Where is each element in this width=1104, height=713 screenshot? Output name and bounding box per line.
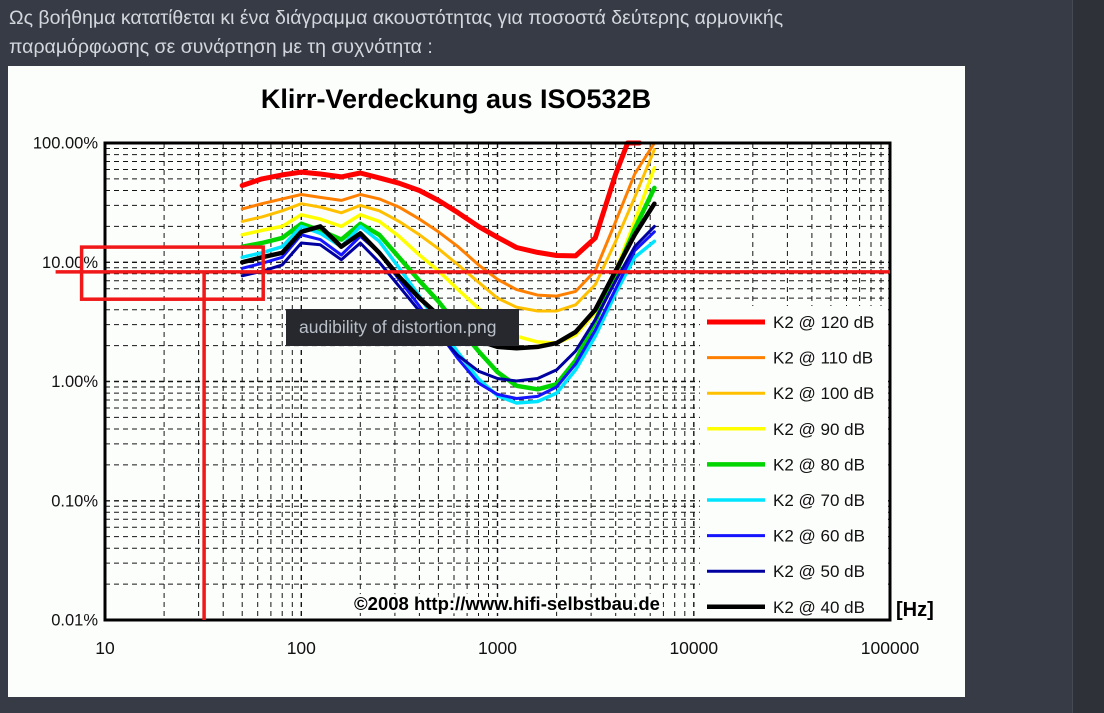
legend-label: K2 @ 70 dB — [773, 491, 865, 510]
series-k2-120-db-line — [239, 140, 643, 259]
legend-label: K2 @ 90 dB — [773, 420, 865, 439]
legend-label: K2 @ 110 dB — [773, 349, 873, 368]
legend-label: K2 @ 50 dB — [773, 562, 865, 581]
post-text: Ως βοήθημα κατατίθεται κι ένα διάγραμμα … — [9, 4, 1009, 62]
svg-text:©2008 http://www.hifi-selbstba: ©2008 http://www.hifi-selbstbau.de — [354, 593, 660, 614]
svg-text:1.00%: 1.00% — [51, 373, 98, 391]
svg-text:100.00%: 100.00% — [33, 135, 98, 153]
svg-text:0.01%: 0.01% — [51, 612, 98, 630]
series-k2-100-db-line — [240, 148, 656, 313]
svg-text:1000: 1000 — [478, 638, 517, 658]
legend-label: K2 @ 120 dB — [773, 313, 874, 332]
legend-label: K2 @ 100 dB — [773, 384, 874, 403]
x-axis-ticks: 10 100 1000 10000 100000 — [95, 638, 919, 658]
legend-label: K2 @ 40 dB — [773, 598, 865, 617]
red-annotation-overlay — [55, 245, 890, 620]
svg-text:100: 100 — [287, 638, 316, 658]
right-panel — [1072, 0, 1104, 713]
svg-text:100000: 100000 — [861, 638, 920, 658]
watermark: ©2008 http://www.hifi-selbstbau.de ©2008… — [351, 590, 663, 617]
caption-line-1: Ως βοήθημα κατατίθεται κι ένα διάγραμμα … — [9, 7, 784, 29]
x-axis-unit-label: [Hz] — [896, 599, 934, 621]
svg-text:©2008 http://www.hifi-selbstba: ©2008 http://www.hifi-selbstbau.de — [354, 593, 660, 614]
svg-text:0.10%: 0.10% — [51, 492, 98, 510]
chart-image-attachment[interactable]: ©2008 http://www.hifi-selbstbau.de ©2008… — [8, 66, 965, 697]
svg-text:10.00%: 10.00% — [42, 254, 98, 272]
caption-line-2: παραμόρφωσης σε συνάρτηση με τη συχνότητ… — [9, 36, 433, 58]
grid — [105, 143, 890, 620]
annotation-box — [79, 245, 265, 301]
chart-title: Klirr-Verdeckung aus ISO532B — [261, 84, 651, 114]
distortion-audibility-chart: ©2008 http://www.hifi-selbstbau.de ©2008… — [33, 84, 934, 658]
series-k2-110-db-line — [240, 141, 656, 298]
y-axis-ticks: 100.00% 10.00% 1.00% 0.10% 0.01% — [33, 135, 98, 630]
legend-label: K2 @ 60 dB — [773, 527, 865, 546]
series-k2-50-db-line — [240, 224, 656, 383]
svg-text:10000: 10000 — [669, 638, 718, 658]
legend: K2 @ 120 dB K2 @ 110 dB K2 @ 100 dB K2 @ 90… — [700, 306, 888, 619]
svg-text:10: 10 — [95, 638, 115, 658]
image-filename-tooltip: audibility of distortion.png — [286, 309, 519, 346]
plot-frame — [103, 141, 892, 622]
legend-label: K2 @ 80 dB — [773, 455, 865, 474]
